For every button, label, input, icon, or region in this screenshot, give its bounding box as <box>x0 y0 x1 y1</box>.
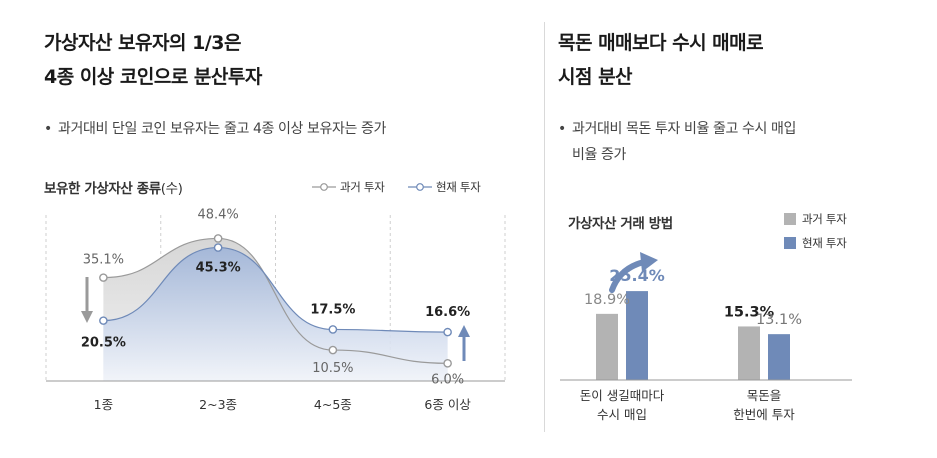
bar-chart-title: 가상자산 거래 방법 <box>568 216 673 232</box>
x-tick-label: 2~3종 <box>199 397 237 412</box>
legend-past-label: 과거 투자 <box>802 212 847 226</box>
bar-chart-bars <box>596 291 790 380</box>
x-tick-label: 수시 매입 <box>597 407 647 422</box>
point-current <box>213 243 223 252</box>
right-bullet-line1: 과거대비 목돈 투자 비율 줄고 수시 매입 <box>572 121 796 137</box>
point-past <box>443 359 452 368</box>
line-past <box>103 237 448 364</box>
point-current <box>328 325 338 334</box>
right-bullet-line2: 비율 증가 <box>572 147 626 163</box>
left-bullet-text: 과거대비 단일 코인 보유자는 줄고 4종 이상 보유자는 증가 <box>58 121 386 137</box>
x-tick-label: 한번에 투자 <box>733 407 795 422</box>
label-current: 20.5% <box>81 336 126 351</box>
label-current: 45.3% <box>196 261 241 276</box>
legend-current-label: 현재 투자 <box>436 180 481 194</box>
bar-past <box>596 313 618 380</box>
point-past <box>328 345 338 355</box>
x-tick-label: 6종 이상 <box>424 397 471 412</box>
x-tick-label: 목돈을 <box>747 388 782 403</box>
label-past: 6.0% <box>431 372 464 387</box>
point-past <box>213 234 223 243</box>
left-bullet: • 과거대비 단일 코인 보유자는 줄고 4종 이상 보유자는 증가 <box>44 116 386 142</box>
area-current <box>103 247 448 381</box>
bar-label-past: 15.3% <box>724 304 775 320</box>
x-tick-label: 1종 <box>94 397 113 412</box>
right-bullet: • 과거대비 목돈 투자 비율 줄고 수시 매입 비율 증가 <box>558 116 796 168</box>
line-legend-past: 과거 투자 <box>312 179 385 195</box>
line-chart-xticks: 1종 2~3종 4~5종 6종 이상 <box>94 397 472 412</box>
bar-legend-past: 과거 투자 <box>784 211 847 227</box>
line-current <box>103 246 448 333</box>
point-past <box>99 273 108 282</box>
label-past: 35.1% <box>83 253 124 268</box>
legend-current-label: 현재 투자 <box>802 236 847 250</box>
line-chart-title-unit: (수) <box>160 181 183 197</box>
bar-label-current: 25.4% <box>609 266 665 285</box>
legend-past-line-icon <box>312 183 336 191</box>
line-chart-title-text: 보유한 가상자산 종류 <box>44 181 161 197</box>
bar-label-current: 13.1% <box>756 312 802 328</box>
legend-current-line-icon <box>408 183 432 191</box>
bar-chart-labels: 18.9% 25.4% 15.3%13.1% <box>584 266 802 328</box>
label-current: 17.5% <box>310 302 355 317</box>
legend-current-square-icon <box>784 237 796 249</box>
left-headline: 가상자산 보유자의 1/3은 4종 이상 코인으로 분산투자 <box>44 26 262 94</box>
line-chart-arrows <box>81 277 470 361</box>
point-current <box>443 327 452 337</box>
bar-label-past: 18.9% <box>584 292 630 308</box>
bullet-dot: • <box>44 121 52 137</box>
legend-past-label: 과거 투자 <box>340 180 385 194</box>
down-arrow-icon <box>81 277 93 323</box>
up-arrow-icon <box>458 325 470 361</box>
label-past: 48.4% <box>197 207 238 222</box>
line-chart-title: 보유한 가상자산 종류(수) <box>44 177 183 197</box>
panel-divider <box>544 22 545 432</box>
line-chart: 35.1%48.4%10.5%6.0%20.5%45.3%17.5% 16.6% … <box>45 207 506 412</box>
left-headline-line2: 4종 이상 코인으로 분산투자 <box>44 66 262 88</box>
bar-legend-current: 현재 투자 <box>784 235 847 251</box>
left-headline-line1: 가상자산 보유자의 1/3은 <box>44 32 241 54</box>
line-chart-labels: 35.1% 48.4% 10.5% 6.0% 20.5% 45.3% 17.5% 16.6% <box>81 207 470 387</box>
point-current <box>99 316 108 325</box>
bar-current <box>626 291 648 380</box>
label-current: 16.6% <box>425 305 470 320</box>
x-tick-label: 4~5종 <box>314 397 352 412</box>
line-chart-points <box>99 234 452 368</box>
label-past: 10.5% <box>312 361 353 376</box>
bullet-dot: • <box>558 121 566 137</box>
x-tick-label: 돈이 생길때마다 <box>580 388 665 403</box>
right-headline-line1: 목돈 매매보다 수시 매매로 <box>558 32 764 54</box>
bar-current <box>768 334 790 380</box>
line-legend-current: 현재 투자 <box>408 179 481 195</box>
curved-up-arrow-icon <box>609 252 658 293</box>
bar-past <box>738 326 760 380</box>
legend-past-square-icon <box>784 213 796 225</box>
right-headline: 목돈 매매보다 수시 매매로 시점 분산 <box>558 26 764 94</box>
right-headline-line2: 시점 분산 <box>558 66 633 88</box>
